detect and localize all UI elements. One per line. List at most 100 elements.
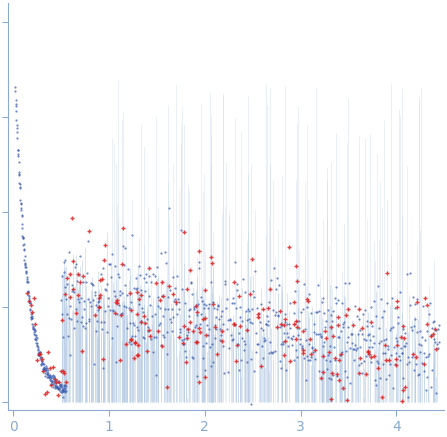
Point [40,361,47,368]
Point [234,286,241,293]
Point [118,311,125,318]
Point [32,321,39,328]
Point [176,328,183,335]
Point [261,337,269,344]
Point [107,274,114,281]
Point [27,314,34,321]
Point [109,307,116,314]
Point [39,365,46,372]
Point [40,364,47,371]
Point [292,347,299,354]
Point [213,350,220,357]
Point [181,229,188,236]
Point [17,201,25,208]
Point [297,341,304,348]
Point [393,335,400,342]
Point [66,302,73,309]
Point [267,286,274,293]
Point [292,318,299,325]
Point [127,336,134,343]
Point [51,373,58,380]
Point [84,238,92,245]
Point [367,358,375,365]
Point [46,371,53,378]
Point [203,321,211,328]
Point [23,274,30,281]
Point [399,387,406,394]
Point [199,315,207,322]
Point [269,306,276,313]
Point [47,381,55,388]
Point [147,302,154,309]
Point [48,378,55,385]
Point [79,348,86,355]
Point [180,323,187,329]
Point [246,319,253,326]
Point [282,311,289,318]
Point [358,324,365,331]
Point [147,278,154,285]
Point [316,331,324,338]
Point [174,295,181,302]
Point [239,318,246,325]
Point [280,340,287,347]
Point [135,295,143,302]
Point [105,260,113,267]
Point [201,304,208,311]
Point [167,286,174,293]
Point [33,332,40,339]
Point [202,374,209,381]
Point [190,327,197,334]
Point [353,312,360,319]
Point [364,323,371,329]
Point [43,365,50,372]
Point [45,374,52,381]
Point [200,300,207,307]
Point [48,373,55,380]
Point [286,321,293,328]
Point [314,281,321,288]
Point [124,266,131,273]
Point [72,261,80,268]
Point [83,270,90,277]
Point [16,169,23,176]
Point [294,324,301,331]
Point [312,355,319,362]
Point [37,350,44,357]
Point [80,297,87,304]
Point [219,338,226,345]
Point [31,328,38,335]
Point [434,345,442,352]
Point [433,326,440,333]
Point [50,379,57,386]
Point [75,295,82,302]
Point [395,319,402,326]
Point [384,343,391,350]
Point [64,275,71,282]
Point [335,297,342,304]
Point [291,288,298,295]
Point [44,370,51,377]
Point [54,383,61,390]
Point [125,338,132,345]
Point [60,269,67,276]
Point [39,368,46,375]
Point [401,329,408,336]
Point [89,282,96,289]
Point [256,314,263,321]
Point [388,295,396,302]
Point [249,288,257,295]
Point [307,350,314,357]
Point [319,368,326,375]
Point [253,305,261,312]
Point [24,277,31,284]
Point [27,314,34,321]
Point [270,349,277,356]
Point [414,295,421,302]
Point [173,298,180,305]
Point [355,369,362,376]
Point [190,354,197,361]
Point [306,357,313,364]
Point [433,340,440,347]
Point [51,376,58,383]
